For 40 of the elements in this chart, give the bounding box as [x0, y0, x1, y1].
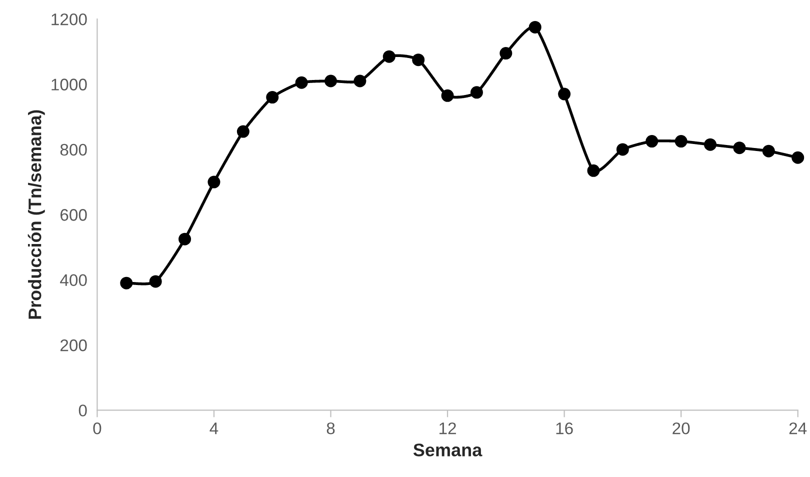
point: [178, 232, 192, 246]
point: [120, 276, 133, 290]
x-tick-label: 16: [556, 422, 573, 434]
point: [587, 164, 600, 177]
point: [704, 138, 717, 151]
point: [528, 20, 542, 34]
point: [441, 89, 454, 102]
point: [733, 142, 746, 154]
point: [412, 54, 425, 66]
y-axis-title: Producción (Tn/semana): [28, 110, 45, 319]
y-tick-label: 400: [60, 274, 87, 286]
x-tick-label: 20: [672, 422, 690, 434]
point: [266, 91, 279, 104]
y-tick-label: 800: [60, 144, 87, 156]
y-tick-label: 200: [60, 339, 87, 352]
point: [208, 176, 220, 188]
point: [295, 76, 308, 89]
point: [558, 88, 571, 100]
point: [646, 135, 658, 148]
point: [470, 86, 483, 99]
y-tick-label: 1000: [52, 78, 87, 90]
x-tick-label: 8: [326, 422, 335, 434]
y-tick-label: 1200: [52, 13, 87, 26]
point: [354, 74, 366, 88]
x-tick-label: 24: [789, 422, 807, 434]
point: [324, 74, 337, 88]
point: [382, 50, 396, 63]
y-tick-label: 0: [78, 404, 87, 416]
point: [500, 47, 512, 60]
point: [616, 143, 629, 156]
x-tick-label: 12: [440, 422, 456, 434]
point: [236, 125, 250, 138]
point: [149, 275, 162, 288]
x-tick-label: 4: [210, 422, 218, 434]
y-tick-label: 600: [60, 209, 87, 221]
x-tick-label: 0: [93, 422, 102, 434]
point: [674, 135, 688, 148]
point: [762, 144, 775, 158]
x-axis-title: Semana: [413, 444, 482, 456]
point: [792, 151, 804, 164]
